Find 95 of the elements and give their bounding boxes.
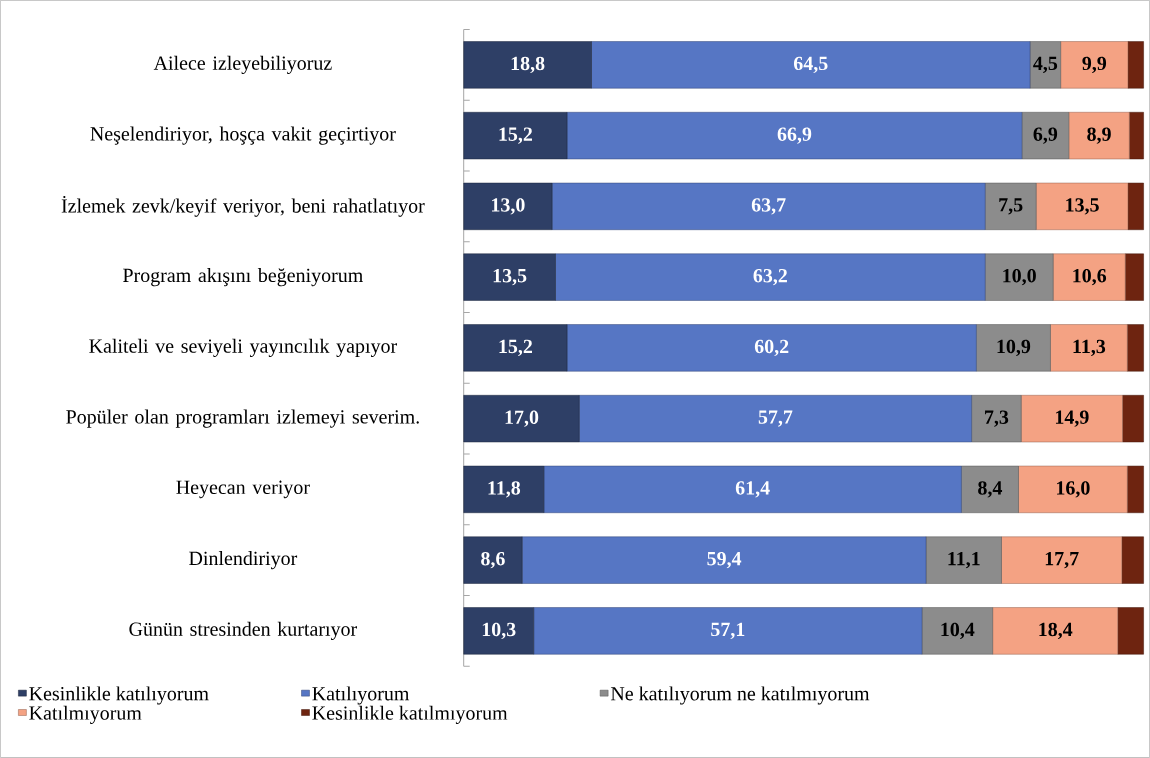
- bar: [543, 465, 962, 514]
- y-tick-label: Kaliteli ve seviyeli yayıncılık yapıyor: [89, 338, 397, 358]
- bar: [1127, 465, 1144, 514]
- bar: [984, 182, 1037, 231]
- data-label: 15,2: [499, 127, 532, 144]
- data-label: 11,3: [1073, 339, 1106, 357]
- bar: [555, 253, 986, 301]
- bar: [1050, 324, 1128, 372]
- y-tick-label: Popüler olan programları izlemeyi severim.: [66, 409, 419, 428]
- bar: [1052, 253, 1126, 301]
- legend-label: Kesinlikle katılıyorum: [29, 686, 209, 705]
- bar: [521, 536, 927, 584]
- y-tick-label: Neşelendiriyor, hoşça vakit geçirtiyor: [90, 126, 396, 145]
- bar: [1122, 395, 1144, 443]
- data-label: 17,7: [1045, 552, 1079, 569]
- bar: [1124, 253, 1144, 301]
- bar: [976, 324, 1051, 372]
- data-label: 13,5: [1066, 198, 1099, 215]
- data-label: 63,7: [751, 198, 786, 215]
- data-label: 4,5: [1033, 56, 1058, 74]
- data-label: 9,9: [1082, 56, 1107, 74]
- data-label: 15,2: [499, 339, 532, 357]
- data-label: 64,5: [793, 56, 828, 74]
- bar: [1029, 41, 1061, 89]
- bar: [463, 253, 556, 301]
- bar: [1020, 395, 1123, 443]
- bar: [1127, 182, 1144, 231]
- data-label: 66,9: [777, 127, 812, 144]
- data-label: 10,3: [482, 622, 516, 640]
- bar: [1117, 607, 1144, 655]
- data-label: 59,4: [707, 552, 742, 569]
- data-label: 8,9: [1087, 127, 1111, 144]
- data-label: 8,6: [481, 551, 505, 569]
- bar: [1121, 536, 1144, 584]
- legend-label: Katılıyorum: [312, 686, 410, 705]
- bar: [992, 607, 1118, 655]
- bar: [921, 607, 993, 655]
- legend-label: Katılmıyorum: [29, 705, 142, 724]
- data-label: 13,5: [493, 269, 527, 286]
- bar: [551, 182, 986, 231]
- y-tick-label: Heyecan veriyor: [176, 480, 310, 499]
- bar: [463, 182, 553, 231]
- bar: [1060, 41, 1129, 89]
- bar: [579, 395, 972, 443]
- bar: [1127, 41, 1144, 89]
- data-label: 6,9: [1033, 127, 1058, 144]
- bar: [971, 395, 1022, 443]
- data-label: 13,0: [492, 198, 525, 215]
- bar: [1001, 536, 1123, 584]
- data-label: 57,1: [711, 622, 745, 640]
- data-label: 7,5: [999, 198, 1023, 215]
- bar: [463, 465, 545, 514]
- bar: [1127, 324, 1144, 372]
- bar: [566, 324, 977, 372]
- bar: [463, 324, 568, 372]
- data-label: 14,9: [1055, 410, 1089, 427]
- bar: [463, 607, 534, 655]
- y-tick-label: İzlemek zevk/keyif veriyor, beni rahatlatıyor: [61, 196, 425, 217]
- bar: [961, 465, 1019, 514]
- bar: [1021, 112, 1070, 160]
- bar: [1068, 112, 1130, 160]
- data-label: 10,6: [1073, 268, 1107, 286]
- bar: [463, 112, 568, 160]
- bar: [591, 41, 1031, 89]
- bar: [463, 41, 592, 89]
- bar: [463, 536, 523, 584]
- bar: [1035, 182, 1129, 231]
- y-tick-label: Dinlendiriyor: [189, 551, 298, 570]
- data-label: 63,2: [753, 269, 787, 286]
- data-label: 18,4: [1039, 622, 1073, 640]
- y-tick-label: Program akışını beğeniyorum: [123, 268, 363, 287]
- data-label: 10,0: [1003, 268, 1036, 286]
- data-label: 18,8: [511, 56, 545, 74]
- bar: [925, 536, 1002, 584]
- bar: [566, 112, 1023, 160]
- bar: [1018, 465, 1128, 514]
- data-label: 11,1: [948, 552, 980, 569]
- data-label: 16,0: [1057, 481, 1090, 498]
- bar: [463, 395, 580, 443]
- y-tick-label: Ailece izleyebiliyoruz: [153, 55, 332, 75]
- bar: [1129, 112, 1144, 160]
- data-label: 7,3: [985, 410, 1009, 427]
- data-label: 10,9: [997, 339, 1031, 357]
- bar: [984, 253, 1054, 301]
- legend-label: Ne katılıyorum ne katılmıyorum: [610, 686, 870, 705]
- y-tick-label: Günün stresinden kurtarıyor: [129, 621, 357, 641]
- bar: [533, 607, 923, 655]
- data-label: 17,0: [505, 410, 539, 427]
- data-label: 57,7: [758, 410, 793, 427]
- data-label: 8,4: [978, 481, 1003, 498]
- legend-label: Kesinlikle katılmıyorum: [312, 705, 508, 724]
- data-label: 61,4: [735, 481, 770, 498]
- data-label: 11,8: [488, 481, 521, 498]
- data-label: 60,2: [754, 339, 789, 357]
- data-label: 10,4: [941, 622, 975, 640]
